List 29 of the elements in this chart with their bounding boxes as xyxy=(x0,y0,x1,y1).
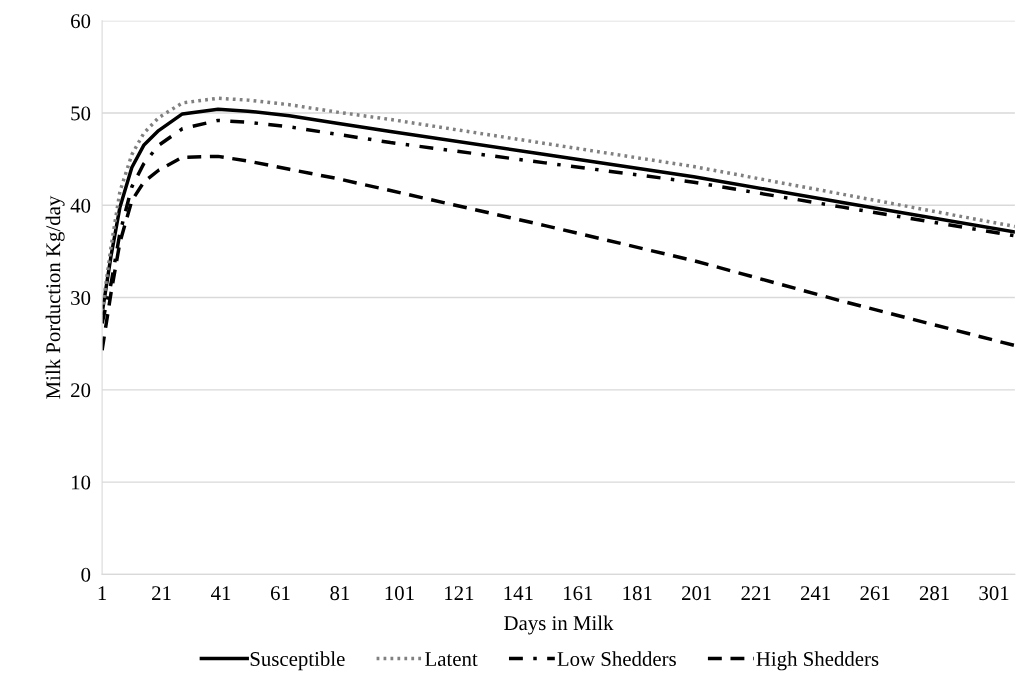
y-tick-label: 0 xyxy=(81,567,91,582)
x-tick-label: 1 xyxy=(98,586,107,600)
legend-label: Susceptible xyxy=(250,651,345,671)
x-axis-title: Days in Milk xyxy=(504,615,614,635)
y-tick-label: 10 xyxy=(71,475,91,490)
x-tick-label: 221 xyxy=(741,586,771,600)
x-tick-label: 101 xyxy=(385,586,414,601)
x-tick-label: 121 xyxy=(445,586,474,600)
x-tick-label: 281 xyxy=(919,586,949,601)
x-tick-label: 201 xyxy=(682,586,712,601)
y-tick-label: 20 xyxy=(71,383,91,398)
legend-label: Low Shedders xyxy=(557,651,676,667)
legend-label: Latent xyxy=(425,652,478,667)
y-tick-label: 50 xyxy=(71,106,91,121)
x-tick-label: 61 xyxy=(270,586,290,601)
x-tick-label: 261 xyxy=(860,586,890,601)
x-tick-label: 161 xyxy=(564,586,593,601)
y-tick-label: 40 xyxy=(70,198,91,213)
legend-label: High Shedders xyxy=(756,651,879,671)
x-tick-label: 241 xyxy=(800,586,831,600)
y-tick-label: 60 xyxy=(71,14,91,29)
x-tick-label: 41 xyxy=(211,586,231,600)
y-tick-label: 30 xyxy=(71,290,91,305)
x-tick-label: 301 xyxy=(979,586,1009,601)
x-tick-label: 81 xyxy=(330,586,350,601)
y-axis-title: Milk Porduction Kg/day xyxy=(45,195,65,399)
x-tick-label: 21 xyxy=(152,586,171,600)
x-tick-label: 141 xyxy=(504,586,533,600)
x-tick-label: 181 xyxy=(623,586,652,601)
